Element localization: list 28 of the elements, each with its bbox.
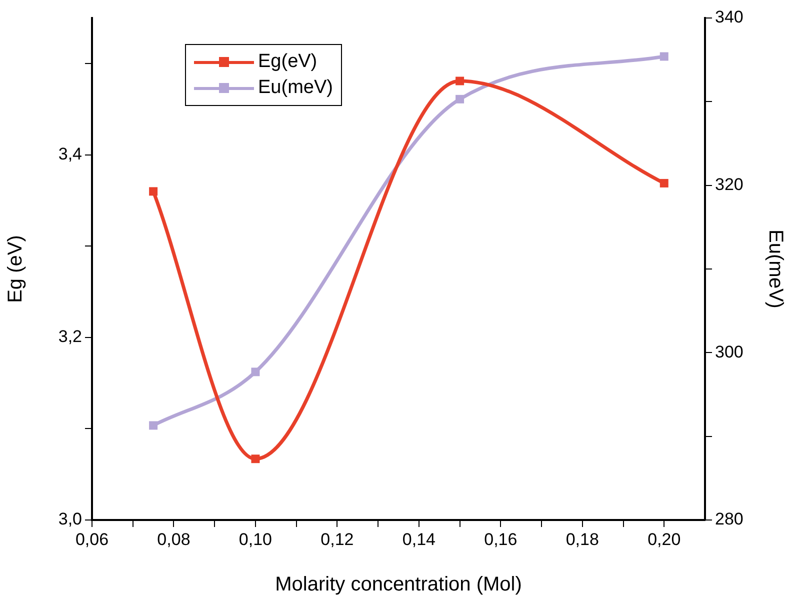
y-tick-label: 3,2	[58, 327, 82, 346]
x-tick-label: 0,08	[157, 530, 190, 549]
point	[149, 421, 158, 430]
y2-tick-label: 320	[715, 175, 744, 194]
point	[251, 368, 260, 376]
y-tick-label: 3,4	[58, 144, 82, 164]
y2-axis-title: Eu(meV)	[764, 230, 786, 308]
legend-label: Eg(eV)	[258, 51, 318, 73]
x-tick-label: 0,12	[320, 530, 354, 549]
point	[660, 178, 668, 188]
x-tick-label: 0,14	[402, 530, 436, 549]
point	[251, 454, 260, 464]
y-axis-title: Eg (eV)	[4, 235, 27, 303]
x-tick-label: 0,20	[648, 530, 681, 549]
point	[456, 76, 464, 86]
point	[660, 52, 668, 61]
x-tick-label: 0,16	[484, 530, 518, 549]
x-tick-label: 0,10	[238, 530, 272, 549]
legend-label: Eu(meV)	[258, 77, 333, 99]
y-tick-label: 3,0	[58, 510, 82, 529]
y2-tick-label: 280	[715, 510, 744, 529]
x-axis-title: Molarity concentration (Mol)	[275, 574, 522, 596]
y2-tick-label: 340	[715, 8, 744, 27]
x-tick-label: 0,06	[75, 530, 109, 549]
y2-tick-label: 300	[715, 342, 744, 362]
x-tick-label: 0,18	[566, 530, 599, 549]
point	[456, 94, 464, 104]
point	[149, 187, 158, 196]
